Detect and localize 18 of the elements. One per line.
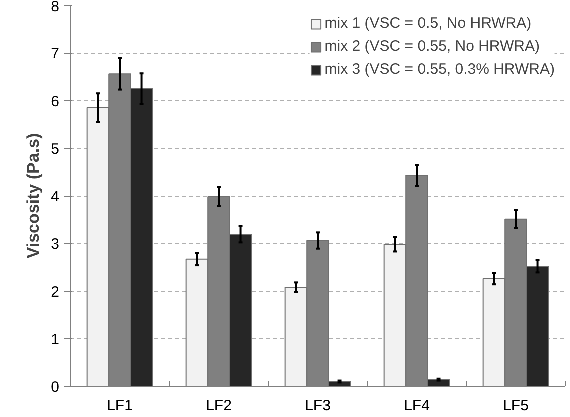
x-tick-label: LF4 [404,398,430,414]
y-tick-label: 6 [51,93,60,110]
y-tick-label: 1 [51,331,60,348]
x-tick-label: LF3 [305,398,331,414]
legend-label: mix 1 (VSC = 0.5, No HRWRA) [324,15,532,32]
legend-label: mix 2 (VSC = 0.55, No HRWRA) [324,38,540,55]
y-tick-label: 2 [51,284,60,301]
y-tick-label: 4 [51,188,60,206]
x-tick-label: LF2 [206,398,232,414]
y-tick-label: 3 [51,236,60,254]
x-tick-label: LF5 [503,398,529,414]
y-tick-label: 5 [51,140,60,158]
y-tick-label: 0 [51,379,60,396]
y-tick-label: 8 [51,0,60,16]
y-tick-label: 7 [51,46,60,63]
legend-label: mix 3 (VSC = 0.55, 0.3% HRWRA) [324,61,555,78]
y-axis-title: Viscosity (Pa.s) [24,133,44,259]
x-tick-label: LF1 [107,398,133,414]
